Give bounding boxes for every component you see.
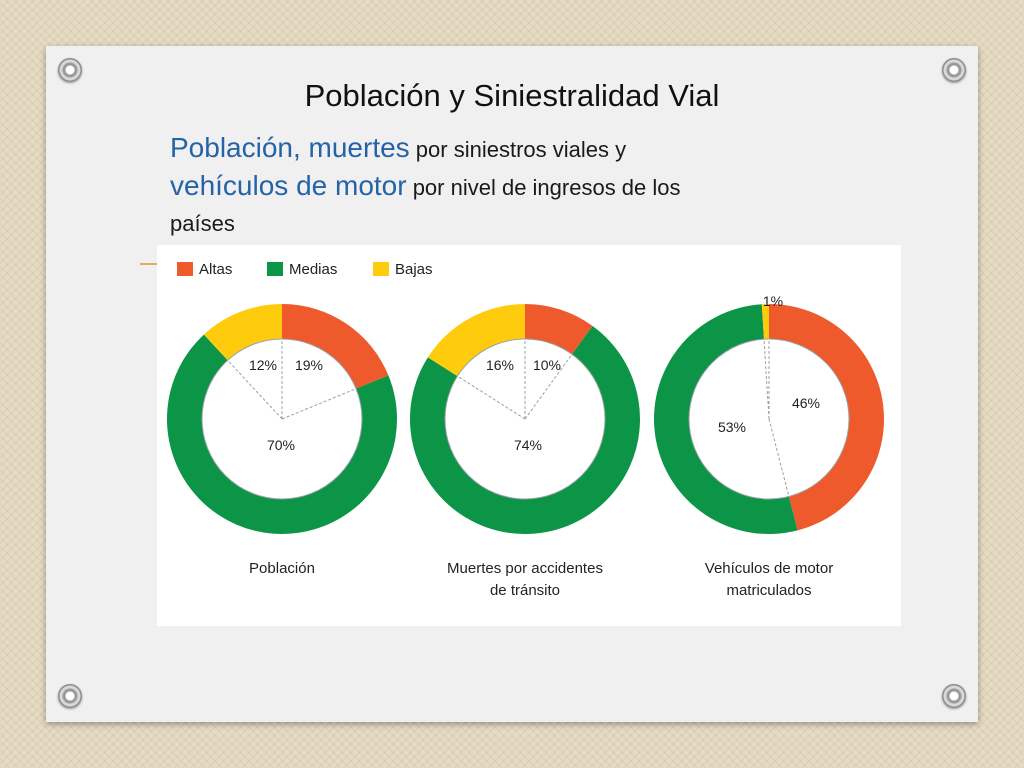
donut-divider	[763, 339, 770, 420]
subtitle-text-2: por nivel de ingresos de los	[406, 175, 681, 200]
legend-swatch	[267, 262, 283, 276]
legend-label: Altas	[199, 261, 232, 278]
data-label: 74%	[514, 437, 542, 453]
data-label: 19%	[295, 357, 323, 373]
subtitle-text-3: países	[170, 211, 235, 236]
donut-segment-medias	[653, 304, 798, 534]
data-label: 16%	[486, 357, 514, 373]
rivet-bottom-left-icon	[58, 684, 82, 708]
legend-label: Bajas	[395, 261, 433, 278]
accent-line	[140, 263, 158, 265]
donut-segment-medias	[167, 334, 397, 534]
rivet-top-left-icon	[58, 58, 82, 82]
donut-charts: Altas Medias Bajas 19% 70% 12% Población 10% 74%…	[167, 261, 884, 599]
subtitle-highlight-2: vehículos de motor	[170, 170, 407, 201]
rivet-top-right-icon	[942, 58, 966, 82]
donut-segment-bajas	[761, 304, 769, 340]
data-label: 10%	[533, 357, 561, 373]
legend-label: Medias	[289, 261, 337, 278]
slide-subtitle: Población, muertes por siniestros viales…	[170, 130, 810, 242]
donut-divider	[227, 359, 283, 420]
chart-title: Población	[249, 560, 315, 577]
donut-segment-medias	[410, 325, 640, 534]
data-label: 53%	[718, 419, 746, 435]
legend-swatch	[373, 262, 389, 276]
data-label: 70%	[267, 437, 295, 453]
subtitle-highlight-1: Población, muertes	[170, 132, 410, 163]
chart-title: Muertes por accidentes	[447, 560, 603, 577]
donut-divider	[768, 418, 790, 497]
donut-segment-altas	[769, 304, 884, 531]
donut-divider	[457, 375, 526, 420]
donut-segment-altas	[525, 304, 593, 355]
donut-divider	[524, 353, 573, 420]
data-label: 12%	[249, 357, 277, 373]
chart-panel: Altas Medias Bajas 19% 70% 12% Población 10% 74%…	[157, 245, 901, 626]
data-label: 1%	[763, 293, 783, 309]
legend-swatch	[177, 262, 193, 276]
slide-title: Población y Siniestralidad Vial	[304, 78, 720, 113]
donut-segment-bajas	[203, 304, 282, 361]
chart-title: Vehículos de motor	[705, 560, 833, 577]
donut-segment-bajas	[427, 304, 525, 377]
slide: Población y Siniestralidad Vial Població…	[46, 46, 978, 722]
data-label: 46%	[792, 395, 820, 411]
chart-title: matriculados	[726, 582, 811, 599]
subtitle-text-1: por siniestros viales y	[409, 137, 627, 162]
rivet-bottom-right-icon	[942, 684, 966, 708]
donut-segment-altas	[282, 304, 389, 389]
chart-title: de tránsito	[490, 582, 560, 599]
